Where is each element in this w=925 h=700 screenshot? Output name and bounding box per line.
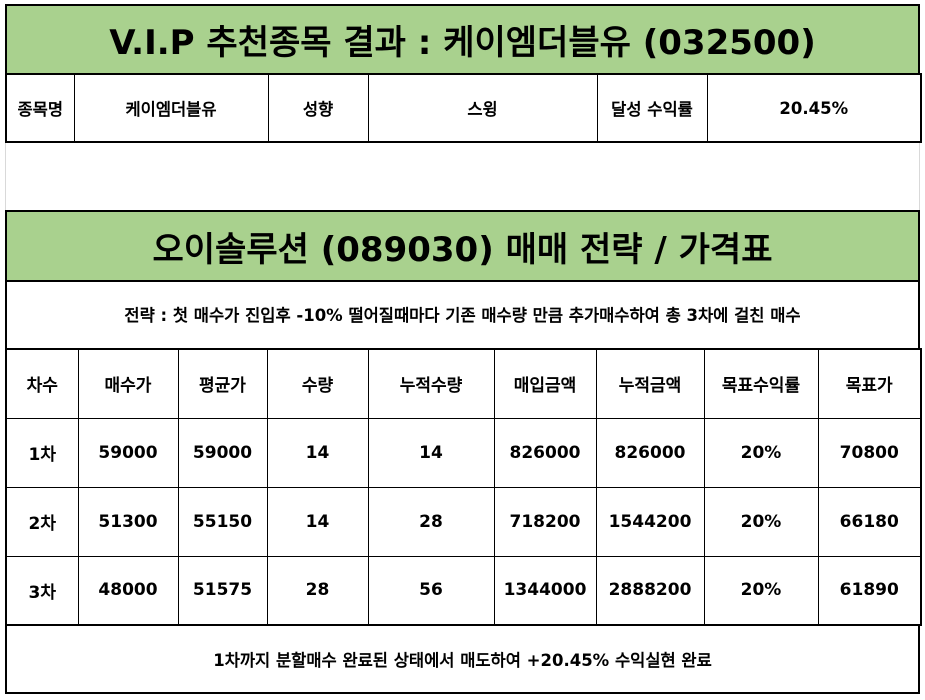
table-cell: 14 [266, 486, 369, 557]
table-cell: 59000 [77, 417, 179, 488]
table-cell: 66180 [817, 486, 922, 557]
col-header: 목표수익률 [703, 348, 819, 419]
vip-title: V.I.P 추천종목 결과 : 케이엠더블유 (032500) [109, 23, 816, 63]
info-label-stock-name: 종목명 [5, 73, 75, 143]
table-cell: 56 [367, 555, 495, 626]
table-row: 3차 48000 51575 28 56 1344000 2888200 20%… [5, 555, 922, 626]
vip-title-bar: V.I.P 추천종목 결과 : 케이엠더블유 (032500) [5, 4, 920, 75]
table-row: 1차 59000 59000 14 14 826000 826000 20% 7… [5, 417, 922, 488]
table-cell: 51575 [177, 555, 268, 626]
col-header: 목표가 [817, 348, 922, 419]
info-label-return: 달성 수익률 [596, 73, 708, 143]
table-cell: 59000 [177, 417, 268, 488]
col-header: 매입금액 [493, 348, 597, 419]
table-cell: 70800 [817, 417, 922, 488]
strategy-footer-row: 1차까지 분할매수 완료된 상태에서 매도하여 +20.45% 수익실현 완료 [5, 624, 920, 694]
col-header: 수량 [266, 348, 369, 419]
table-cell: 61890 [817, 555, 922, 626]
vip-info-table: 종목명 케이엠더블유 성향 스윙 달성 수익률 20.45% [5, 73, 922, 143]
table-cell: 20% [703, 417, 819, 488]
strategy-footer: 1차까지 분할매수 완료된 상태에서 매도하여 +20.45% 수익실현 완료 [213, 651, 712, 670]
strategy-title: 오이솔루션 (089030) 매매 전략 / 가격표 [152, 229, 773, 270]
table-cell: 2차 [5, 486, 79, 557]
strategy-description: 전략 : 첫 매수가 진입후 -10% 떨어질때마다 기존 매수량 만큼 추가매… [124, 306, 801, 325]
table-cell: 3차 [5, 555, 79, 626]
table-cell: 1544200 [595, 486, 705, 557]
info-value-tendency: 스윙 [367, 73, 598, 143]
col-header: 누적수량 [367, 348, 495, 419]
table-cell: 20% [703, 555, 819, 626]
strategy-title-bar: 오이솔루션 (089030) 매매 전략 / 가격표 [5, 210, 920, 282]
table-cell: 718200 [493, 486, 597, 557]
table-cell: 826000 [493, 417, 597, 488]
col-header: 평균가 [177, 348, 268, 419]
col-header: 누적금액 [595, 348, 705, 419]
table-cell: 20% [703, 486, 819, 557]
table-cell: 14 [367, 417, 495, 488]
table-cell: 48000 [77, 555, 179, 626]
table-cell: 28 [266, 555, 369, 626]
strategy-description-row: 전략 : 첫 매수가 진입후 -10% 떨어질때마다 기존 매수량 만큼 추가매… [5, 280, 920, 350]
table-cell: 1차 [5, 417, 79, 488]
table-cell: 826000 [595, 417, 705, 488]
table-cell: 1344000 [493, 555, 597, 626]
table-cell: 28 [367, 486, 495, 557]
table-cell: 55150 [177, 486, 268, 557]
table-row: 2차 51300 55150 14 28 718200 1544200 20% … [5, 486, 922, 557]
price-table: 차수 매수가 평균가 수량 누적수량 매입금액 누적금액 목표수익률 목표가 1… [5, 348, 922, 626]
table-cell: 2888200 [595, 555, 705, 626]
col-header: 차수 [5, 348, 79, 419]
info-label-tendency: 성향 [267, 73, 369, 143]
col-header: 매수가 [77, 348, 179, 419]
table-cell: 14 [266, 417, 369, 488]
info-value-stock-name: 케이엠더블유 [73, 73, 269, 143]
info-value-return: 20.45% [706, 73, 922, 143]
table-cell: 51300 [77, 486, 179, 557]
section-spacer [5, 143, 920, 210]
table-header-row: 차수 매수가 평균가 수량 누적수량 매입금액 누적금액 목표수익률 목표가 [5, 348, 922, 419]
